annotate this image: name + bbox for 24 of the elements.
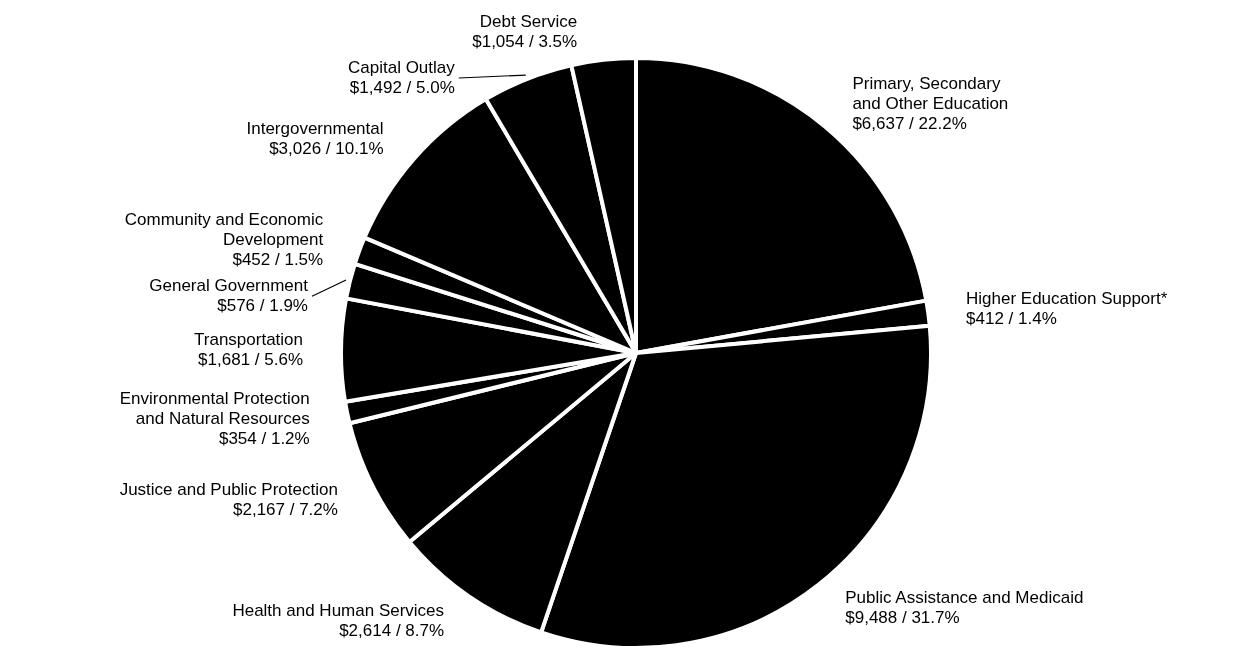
data-label: $354 / 1.2% — [218, 428, 310, 448]
slice-label: Primary, Secondary and Other Education — [852, 73, 1009, 113]
data-label: $1,054 / 3.5% — [472, 32, 578, 51]
slice-label: Transportation — [194, 329, 304, 349]
data-label: $1,681 / 5.6% — [198, 349, 304, 369]
slice-label: Health and Human Services — [232, 600, 445, 620]
data-label: $1,492 / 5.0% — [349, 78, 455, 97]
data-label: $9,488 / 31.7% — [845, 608, 960, 628]
data-label: $6,637 / 22.2% — [852, 113, 967, 133]
slice-label: Capital Outlay — [348, 58, 456, 77]
data-label: $2,614 / 8.7% — [339, 620, 445, 640]
slice-label: Justice and Public Protection — [119, 479, 338, 499]
data-label: $2,167 / 7.2% — [233, 499, 338, 519]
slice-label: Environmental Protection and Natural Resources — [119, 388, 310, 428]
slice-label: Community and Economic Development — [124, 210, 324, 250]
data-label: $412 / 1.4% — [966, 309, 1057, 329]
slice-label: Intergovernmental — [246, 118, 384, 138]
slice-label: Debt Service — [479, 12, 578, 31]
slice-label: General Government — [149, 276, 309, 296]
data-label: $3,026 / 10.1% — [269, 138, 384, 158]
slice-label: Public Assistance and Medicaid — [845, 588, 1084, 608]
data-label: $452 / 1.5% — [232, 250, 324, 270]
data-label: $576 / 1.9% — [217, 296, 309, 316]
slice-label: Higher Education Support* — [966, 289, 1168, 309]
